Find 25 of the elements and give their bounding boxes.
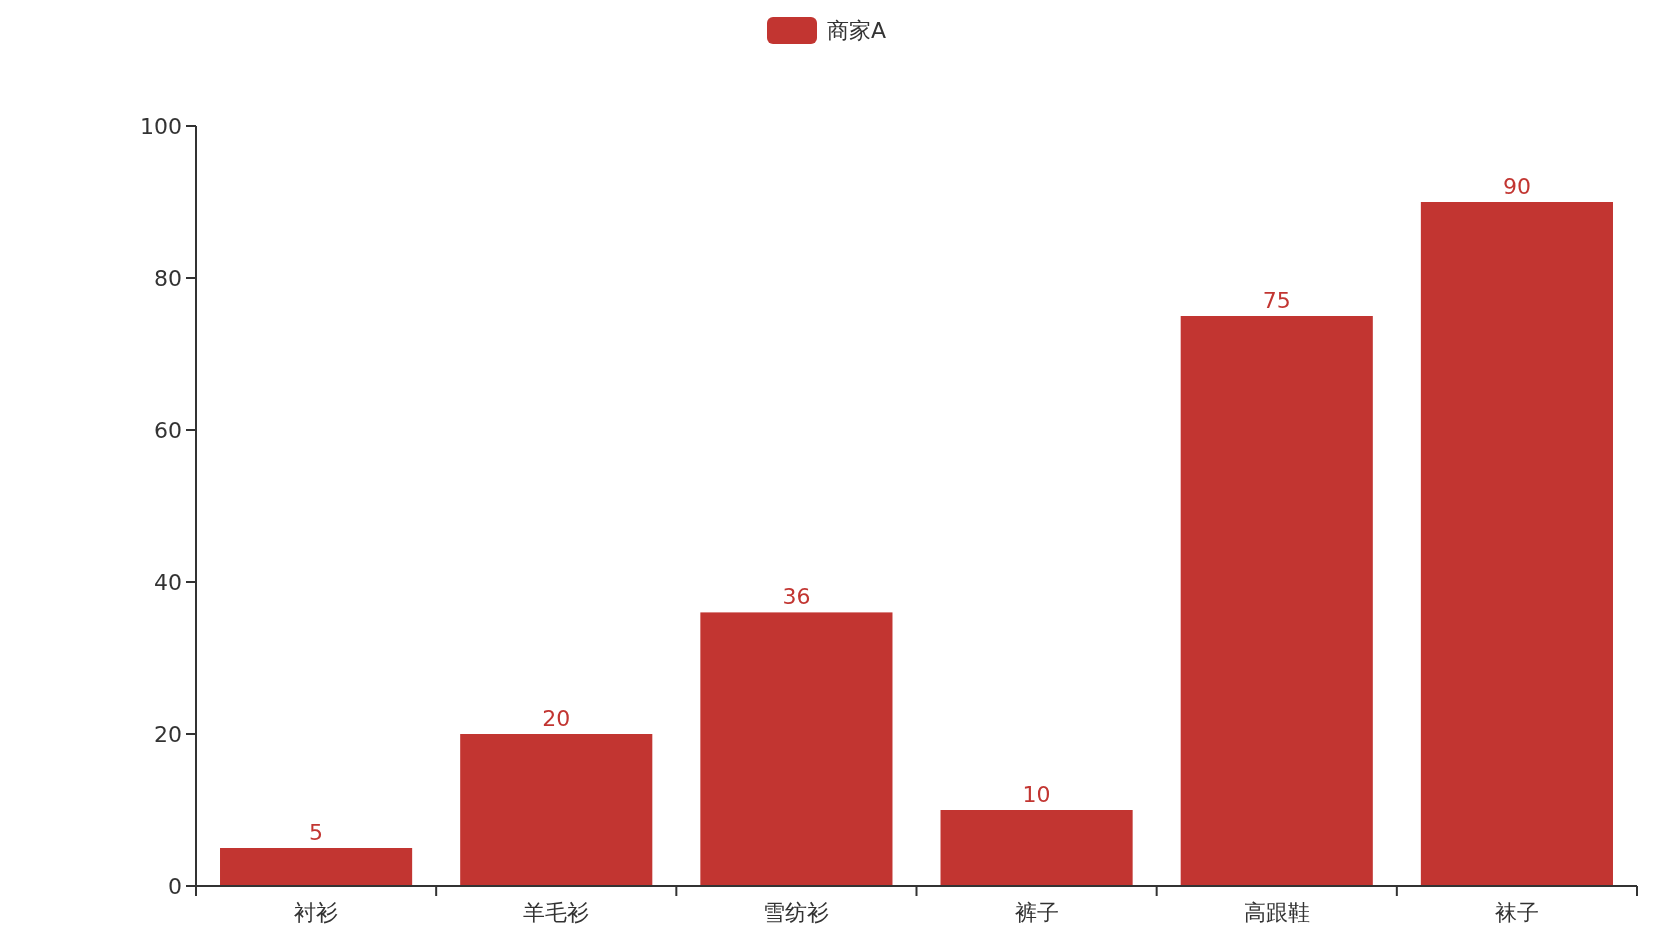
x-tick-label: 高跟鞋 (1243, 900, 1310, 925)
x-tick-label: 羊毛衫 (523, 900, 590, 925)
data-label: 90 (1502, 174, 1531, 199)
y-tick-label: 0 (168, 873, 182, 899)
x-tick-label: 衬衫 (294, 900, 339, 925)
x-tick-label: 裤子 (1014, 900, 1059, 925)
bar (1420, 202, 1613, 886)
x-tick-label: 雪纺衫 (763, 900, 830, 925)
bar (700, 612, 893, 886)
data-label: 5 (309, 820, 324, 845)
x-tick-label: 袜子 (1494, 900, 1539, 925)
bar (460, 734, 653, 886)
y-tick-label: 20 (154, 721, 182, 747)
y-tick-label: 60 (154, 417, 182, 443)
legend-label: 商家A (827, 17, 887, 43)
data-label: 10 (1022, 782, 1051, 807)
data-label: 20 (542, 706, 571, 731)
y-tick-label: 100 (140, 113, 182, 139)
y-tick-label: 40 (154, 569, 182, 595)
data-label: 75 (1262, 288, 1291, 313)
bar (940, 810, 1133, 886)
bar (220, 848, 413, 886)
bar (1180, 316, 1373, 886)
y-tick-label: 80 (154, 265, 182, 291)
data-label: 36 (782, 584, 811, 610)
